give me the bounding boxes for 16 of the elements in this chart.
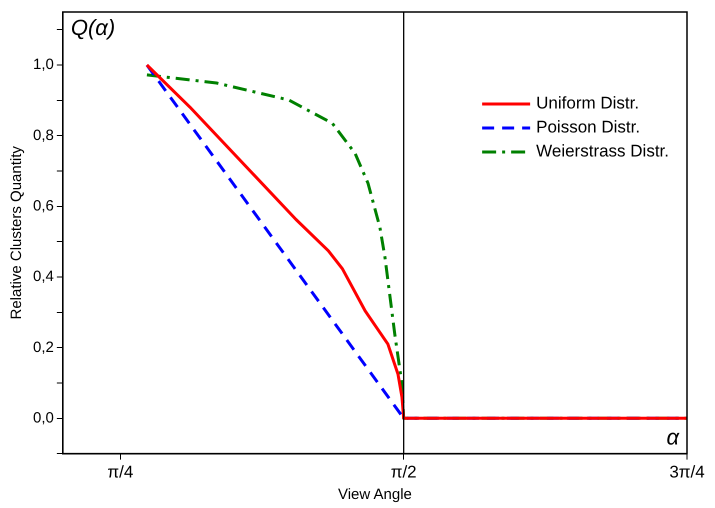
annotation: Q(α) <box>70 15 116 40</box>
x-tick-label: 3π/4 <box>669 462 705 482</box>
legend-label: Poisson Distr. <box>536 118 640 137</box>
y-tick-label: 1,0 <box>32 56 54 74</box>
y-axis-title: Relative Clusters Quantity <box>8 146 26 320</box>
x-tick-label: π/4 <box>107 462 134 482</box>
y-tick-label: 0,8 <box>32 126 54 144</box>
y-tick-label: 0,2 <box>32 338 54 356</box>
x-axis-title: View Angle <box>338 486 412 504</box>
y-tick-label: 0,4 <box>32 268 54 286</box>
legend-label: Uniform Distr. <box>536 94 640 113</box>
x-tick-label: π/2 <box>390 462 417 482</box>
y-tick-label: 0,0 <box>32 409 54 426</box>
y-tick-label: 0,6 <box>32 197 54 214</box>
legend-label: Weierstrass Distr. <box>536 142 670 161</box>
annotation: α <box>666 424 680 450</box>
